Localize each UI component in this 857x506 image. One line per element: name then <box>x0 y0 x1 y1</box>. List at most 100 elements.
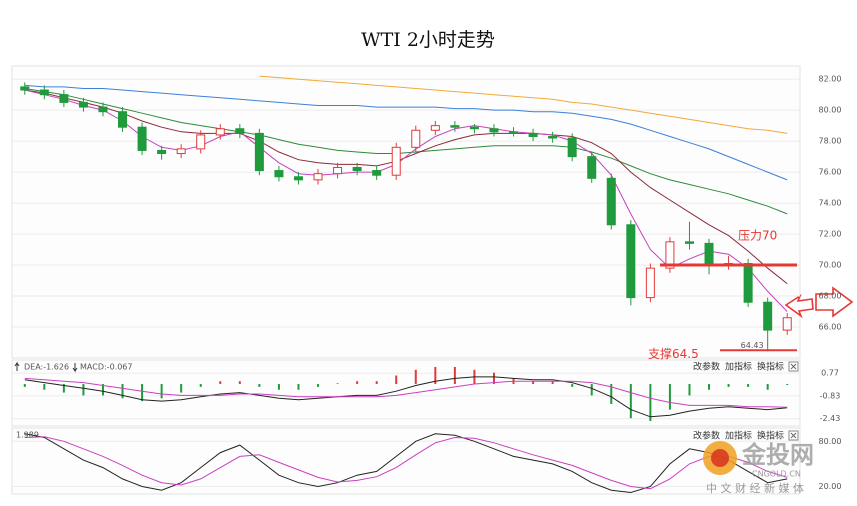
line-series <box>24 84 788 181</box>
macd-bar <box>610 384 613 404</box>
macd-bar <box>649 384 652 422</box>
candle-body <box>450 125 460 128</box>
macd-bar <box>160 384 163 399</box>
candle-body <box>704 242 714 266</box>
level-label: 压力70 <box>738 229 777 243</box>
candle-body <box>137 126 147 151</box>
candle-body <box>333 166 343 175</box>
y-tick-label: 78.00 <box>819 137 842 146</box>
indicator-button[interactable]: 改参数 <box>693 430 720 442</box>
y-tick-label: 80.00 <box>819 106 842 115</box>
macd-bar <box>747 384 750 387</box>
macd-bar <box>766 384 769 390</box>
macd-bar <box>199 384 202 387</box>
level-label: 支撑64.5 <box>648 346 699 361</box>
watermark-domain: CNGOLD.CN <box>752 470 801 479</box>
y-tick-label: 74.00 <box>819 199 842 208</box>
line-series <box>24 89 788 312</box>
y-tick-label: 66.00 <box>819 323 842 332</box>
candle-body <box>763 301 773 331</box>
indicator-button[interactable]: 改参数 <box>693 361 720 373</box>
macd-bar <box>23 384 26 387</box>
candle-body <box>528 132 538 137</box>
candle-body <box>176 148 186 155</box>
indicator-button[interactable]: 换指标 <box>757 361 784 373</box>
candle-body <box>430 125 440 131</box>
candle-body <box>782 317 792 331</box>
arrow-glyph <box>14 361 78 373</box>
macd-bar <box>62 384 65 393</box>
watermark-slogan: 中 文 财 经 新 媒 体 <box>706 481 804 495</box>
macd-label: MACD:-0.067 <box>80 363 132 372</box>
candle-body <box>606 177 616 226</box>
macd-bar <box>219 381 222 385</box>
line-series <box>259 75 788 134</box>
candle-body <box>157 149 167 155</box>
y-tick-label: 0.77 <box>821 369 839 378</box>
candle-body <box>548 135 558 139</box>
macd-bar <box>727 384 730 387</box>
kd-label: 1.989 <box>16 431 39 440</box>
y-tick-label: 80.00 <box>819 437 842 446</box>
candle-body <box>254 132 264 172</box>
candle-body <box>587 156 597 179</box>
candle-body <box>118 111 128 128</box>
arrow-icon <box>784 293 814 319</box>
candle-body <box>743 263 753 303</box>
candle-body <box>39 89 49 96</box>
dea-label: DEA:-1.626 <box>24 363 69 372</box>
macd-bar <box>297 384 300 390</box>
macd-bar <box>336 383 339 385</box>
macd-bar <box>571 384 574 387</box>
macd-bar <box>101 384 104 396</box>
line-series <box>24 88 788 215</box>
line-series <box>24 376 788 418</box>
candle-body <box>98 106 108 113</box>
macd-bar <box>414 369 417 385</box>
candle-body <box>509 131 519 134</box>
macd-bar <box>277 384 280 390</box>
candle-body <box>352 166 362 172</box>
candle-body <box>215 128 225 136</box>
candle-body <box>196 134 206 150</box>
chart-title: WTI 2小时走势 <box>361 29 495 51</box>
line-series <box>24 433 788 494</box>
indicator-button[interactable]: 加指标 <box>725 430 752 442</box>
indicator-button[interactable]: 换指标 <box>757 430 784 442</box>
candle-body <box>411 129 421 148</box>
macd-bar <box>317 384 320 387</box>
macd-bar <box>43 384 46 390</box>
macd-bar <box>786 384 789 385</box>
candle-body <box>626 224 636 299</box>
candle-body <box>313 173 323 181</box>
candle-body <box>235 128 245 134</box>
candle-body <box>372 170 382 176</box>
candle-body <box>469 126 479 130</box>
macd-bar <box>492 372 495 385</box>
candle-body <box>665 241 675 269</box>
macd-bar <box>180 384 183 393</box>
macd-bar <box>532 381 535 385</box>
y-tick-label: 68.00 <box>819 292 842 301</box>
macd-bar <box>629 384 632 419</box>
macd-bar <box>395 375 398 385</box>
macd-bar <box>141 384 144 402</box>
line-series <box>24 377 788 408</box>
macd-bar <box>375 381 378 385</box>
y-tick-label: 20.00 <box>819 482 842 491</box>
close-icon <box>790 363 797 370</box>
candle-body <box>20 86 30 91</box>
y-tick-label: 70.00 <box>819 261 842 270</box>
y-tick-label: -0.83 <box>820 391 841 400</box>
macd-bar <box>121 384 124 399</box>
y-tick-label: 72.00 <box>819 230 842 239</box>
candle-body <box>489 128 499 133</box>
indicator-button[interactable]: 加指标 <box>725 361 752 373</box>
y-tick-label: -2.43 <box>820 414 841 423</box>
macd-bar <box>551 381 554 385</box>
candle-body <box>645 267 655 299</box>
macd-bar <box>238 381 241 385</box>
y-tick-label: 76.00 <box>819 168 842 177</box>
macd-bar <box>668 384 671 410</box>
